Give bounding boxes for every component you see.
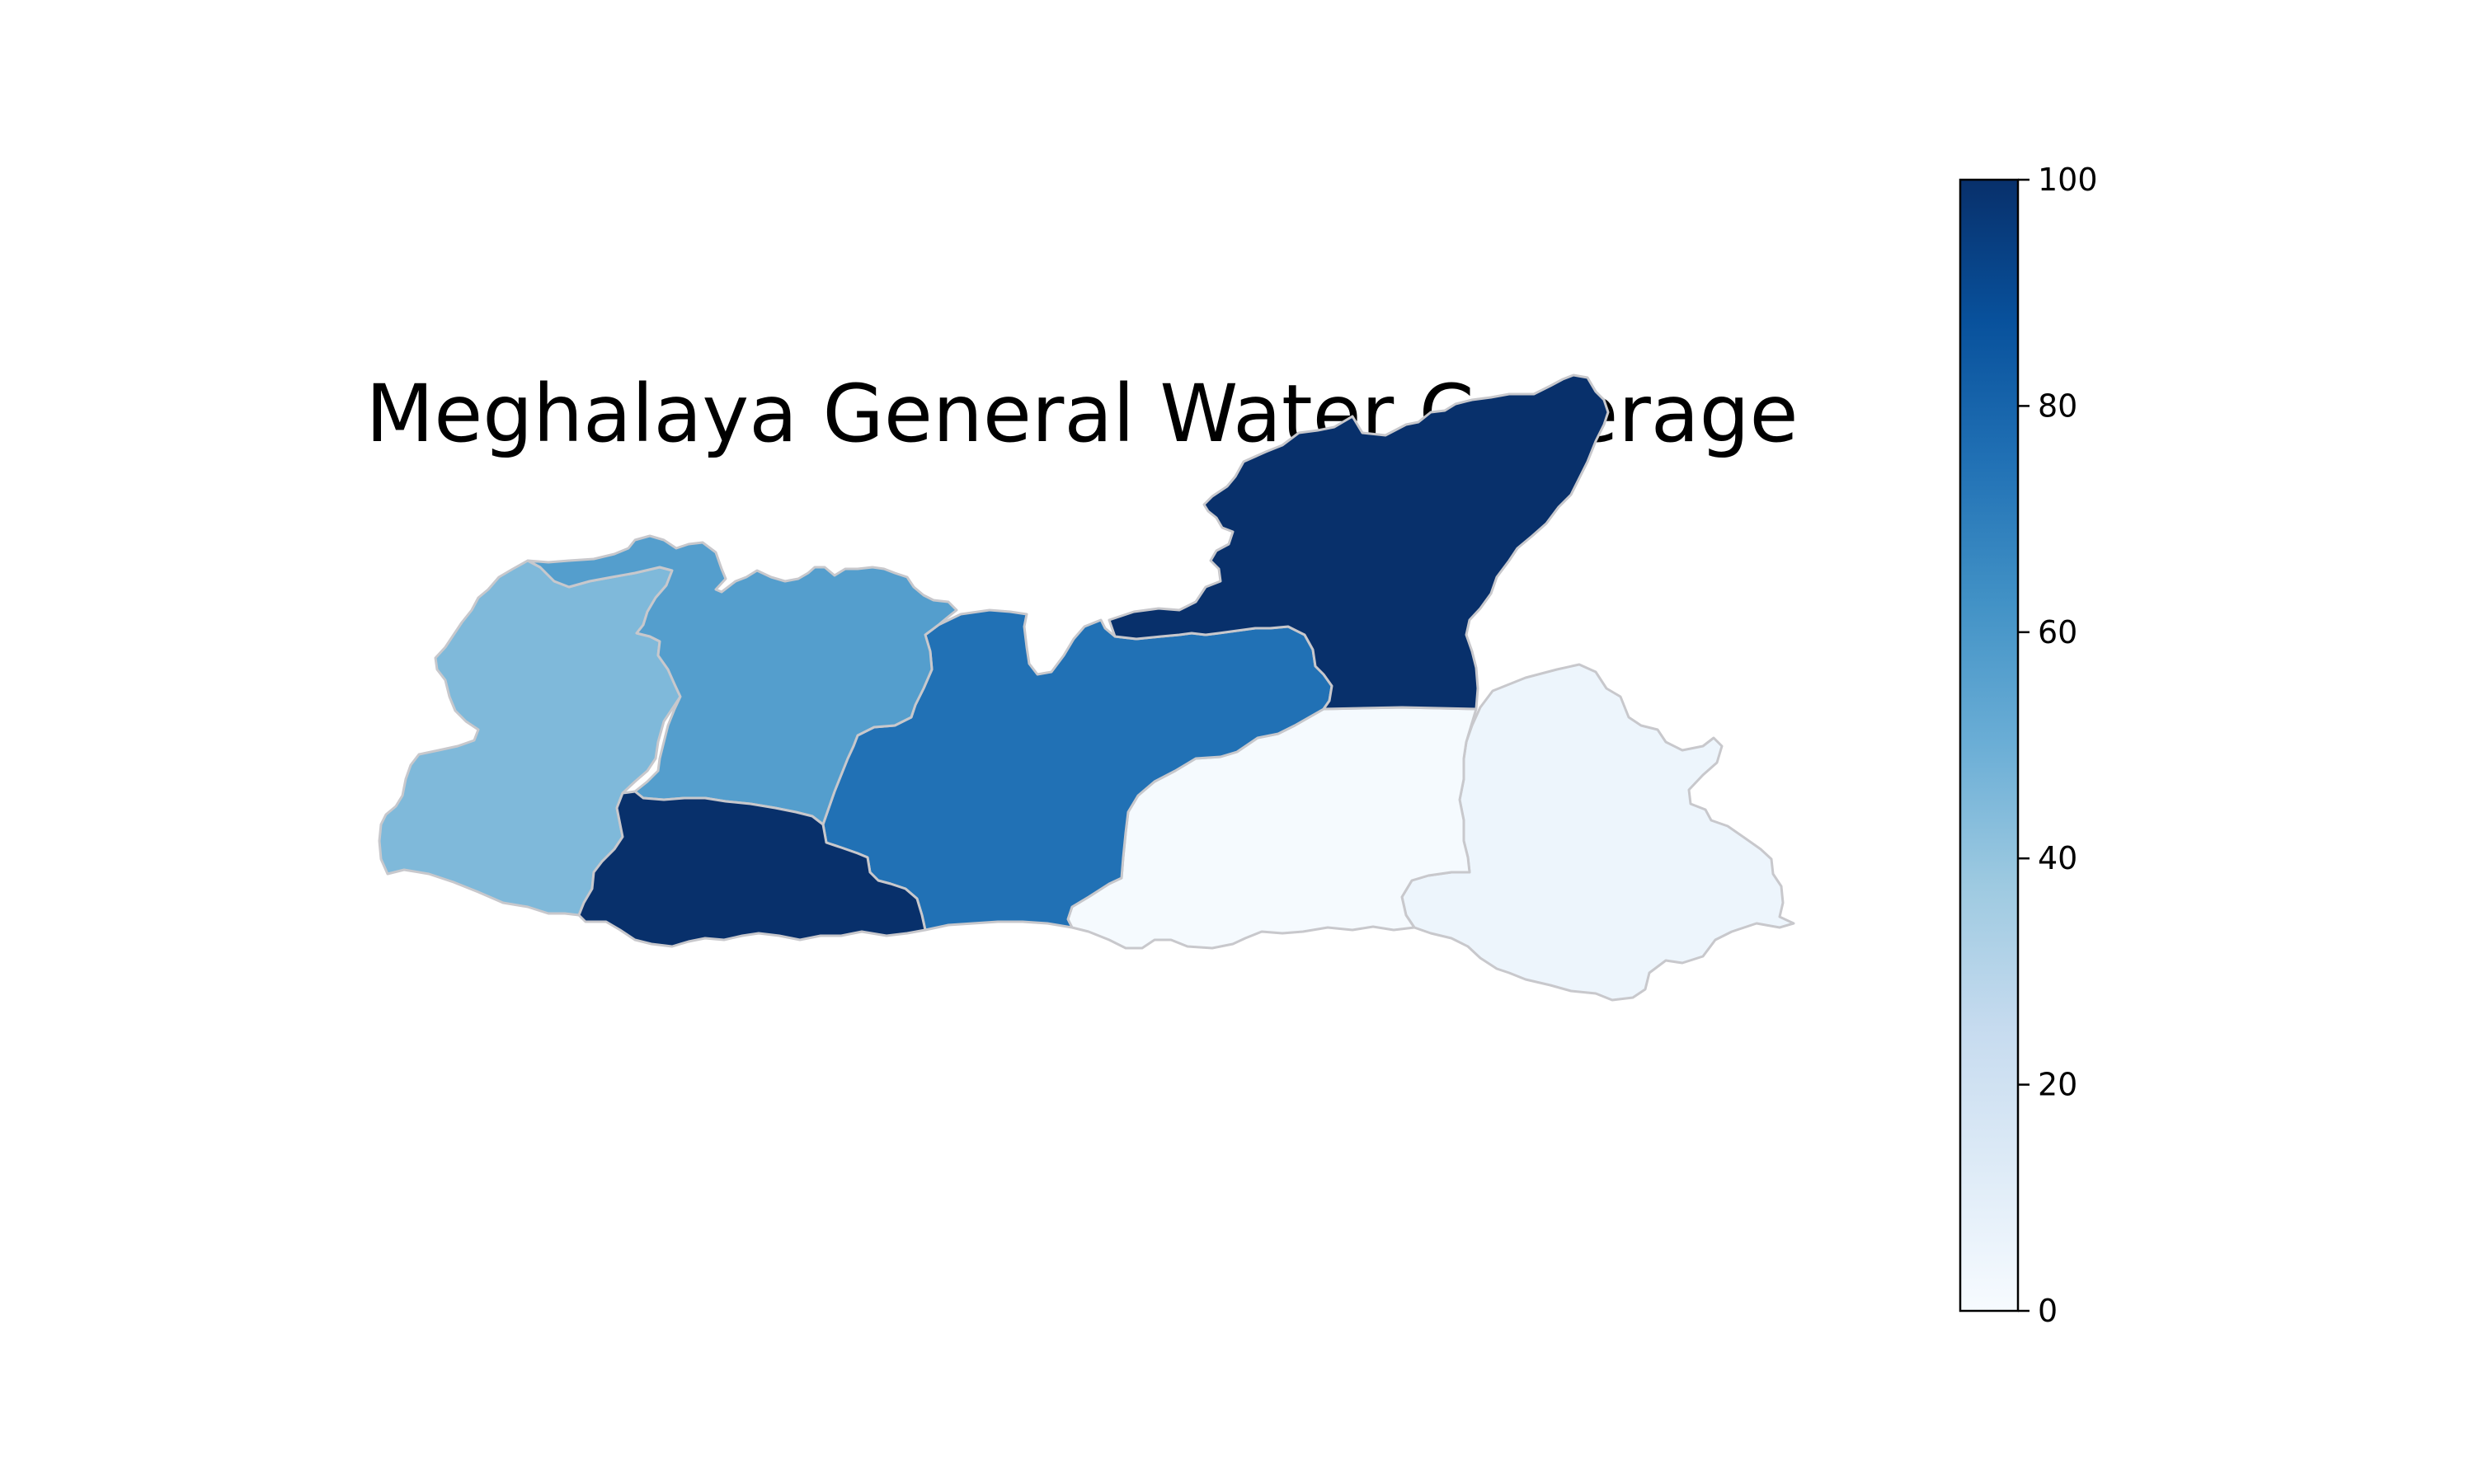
colorbar-tick-label: 0	[2038, 1293, 2058, 1329]
district-ri-bhoi[interactable]	[1108, 373, 1610, 711]
district-south-garo-hills[interactable]	[577, 790, 927, 948]
colorbar-ticks: 0 20 40 60 80 100	[2018, 162, 2098, 1329]
district-north-garo-hills[interactable]	[526, 534, 958, 826]
colorbar-tick-label: 20	[2038, 1067, 2077, 1103]
colorbar-fill	[1960, 180, 2018, 1311]
district-layer	[378, 373, 1795, 1002]
colorbar: 0 20 40 60 80 100	[1959, 162, 2098, 1329]
colorbar-tick-label: 60	[2038, 614, 2077, 650]
colorbar-tick-label: 100	[2038, 162, 2098, 198]
colorbar-tick-label: 40	[2038, 840, 2077, 876]
colorbar-frame	[1959, 178, 2020, 1313]
colorbar-tick-label: 80	[2038, 387, 2077, 424]
